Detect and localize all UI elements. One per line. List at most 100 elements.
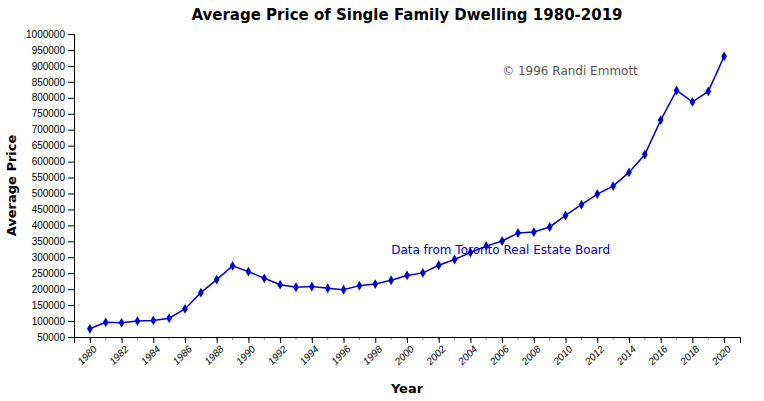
x-tick: 2002 [423,337,448,368]
x-tick-label: 1988 [202,343,226,367]
x-tick-label: 1996 [329,343,353,367]
point [658,115,664,125]
point [150,315,156,325]
y-axis: 50000 100000 150000 200000 250000 300000 35000… [26,29,74,343]
annotation: Data from Toronto Real Estate Board [391,243,610,257]
x-tick: 2008 [519,337,544,368]
line [90,56,724,328]
x-axis-title: Year [390,381,424,396]
y-tick-label: 650000 [32,140,66,151]
y-tick-mark [68,337,74,338]
y-tick: 700000 [32,124,74,135]
y-tick-mark [68,98,74,99]
x-tick-mark [502,337,503,343]
x-tick-mark [248,337,249,343]
x-tick-label: 2010 [550,343,575,368]
point [325,283,331,293]
x-tick-label: 1992 [266,343,290,367]
x-tick-label: 1998 [361,343,385,367]
x-tick-mark [661,337,662,343]
x-axis: 1980 1982 1984 1986 1988 1990 1992 1994 1996 1998… [75,337,741,368]
y-tick-label: 350000 [32,236,66,247]
y-tick-label: 150000 [32,300,66,311]
y-tick-label: 750000 [32,108,66,119]
point [610,181,616,191]
x-tick: 1992 [266,337,290,367]
x-tick-label: 2018 [677,343,702,368]
y-tick-mark [68,241,74,242]
y-axis-line [68,35,75,338]
y-tick-label: 200000 [32,284,66,295]
point [214,275,220,285]
y-tick-mark [68,305,74,306]
y-tick-mark [68,50,74,51]
point [135,316,141,326]
point [261,273,267,283]
y-tick-label: 950000 [32,45,66,56]
y-tick: 550000 [32,172,74,183]
x-tick-mark [122,337,123,343]
x-tick-label: 2000 [392,343,417,368]
x-tick-label: 1990 [234,343,258,367]
plot-area: 1980 1982 1984 1986 1988 1990 1992 1994 1996 1998… [26,29,740,368]
point [293,282,299,292]
point [436,260,442,270]
point [579,200,585,210]
x-tick: 2010 [550,337,575,368]
y-tick-mark [68,225,74,226]
y-tick-mark [68,209,74,210]
x-tick: 1994 [297,337,321,367]
x-tick: 1984 [139,337,163,367]
point [388,275,394,285]
point [166,313,172,323]
x-tick-mark [312,337,313,343]
x-tick-label: 1986 [170,343,194,367]
x-tick-label: 1982 [107,343,131,367]
x-tick: 1980 [75,337,99,367]
x-tick: 2004 [455,337,480,368]
point [230,261,236,271]
y-tick: 300000 [32,252,74,263]
point [341,285,347,295]
y-tick: 50000 [37,332,74,343]
y-tick-mark [68,178,74,179]
y-tick-label: 700000 [32,124,66,135]
x-tick-label: 2002 [423,343,448,368]
point [198,288,204,298]
y-tick-mark [68,34,74,35]
y-tick-mark [68,82,74,83]
x-tick: 2020 [709,337,734,368]
x-tick-mark [344,337,345,343]
x-tick: 1988 [202,337,226,367]
point [420,268,426,278]
y-tick: 1000000 [26,29,74,40]
y-tick-label: 1000000 [26,29,65,40]
y-tick: 850000 [32,77,74,88]
x-tick: 2018 [677,337,702,368]
x-tick-mark [407,337,408,343]
point [357,281,363,291]
y-tick: 100000 [32,316,74,327]
y-tick-label: 250000 [32,268,66,279]
x-tick-label: 1994 [297,343,321,367]
y-tick: 950000 [32,45,74,56]
y-tick-mark [68,66,74,67]
y-tick: 400000 [32,220,74,231]
y-tick-mark [68,257,74,258]
point [103,317,109,327]
point [515,228,521,238]
y-tick-label: 600000 [32,156,66,167]
y-tick-label: 400000 [32,220,66,231]
x-tick-label: 2016 [645,343,670,368]
x-tick-mark [692,337,693,343]
x-tick: 2016 [645,337,670,368]
point [404,271,410,281]
title: Average Price of Single Family Dwelling … [191,6,622,24]
annotations: © 1996 Randi Emmott Data from Toronto Rea… [391,64,638,257]
y-tick-label: 900000 [32,61,66,72]
annotation: © 1996 Randi Emmott [502,64,638,78]
y-tick-label: 100000 [32,316,66,327]
point [642,150,648,160]
y-axis-title: Average Price [4,134,19,236]
y-tick-label: 550000 [32,172,66,183]
